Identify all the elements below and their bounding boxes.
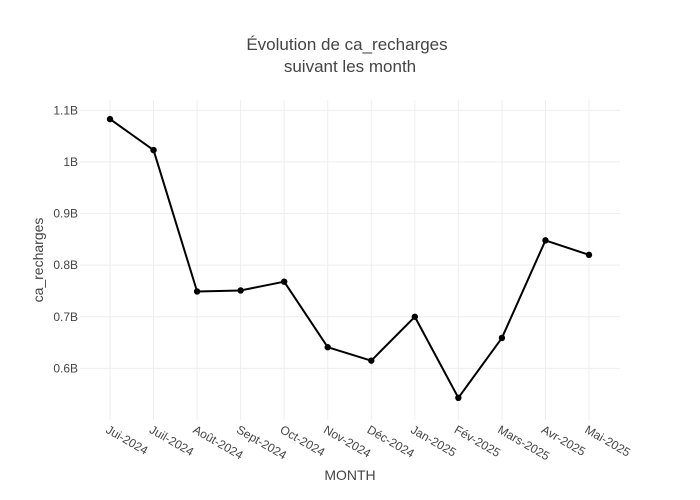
x-tick-label: Nov-2024: [321, 422, 373, 460]
y-axis-ticks: 0.6B 0.7B 0.8B 0.9B 1B 1.1B: [53, 103, 78, 375]
data-point: [368, 357, 375, 364]
data-point: [193, 288, 201, 295]
y-tick-label: 0.8B: [53, 258, 78, 272]
x-tick-label: Jan-2025: [408, 422, 459, 459]
chart-title-line-2: suivant les month: [284, 57, 416, 76]
data-point: [150, 146, 157, 154]
x-axis-title: MONTH: [324, 467, 375, 483]
series-line: [109, 118, 590, 399]
data-point: [455, 394, 462, 402]
x-tick-label: Jui-2024: [104, 422, 151, 457]
chart-title-line-1: Évolution de ca_recharges: [246, 35, 447, 54]
x-tick-label: Juil-2024: [147, 422, 196, 459]
data-point: [542, 237, 549, 244]
y-tick-label: 0.7B: [53, 310, 78, 324]
grid: [80, 100, 620, 420]
data-point: [237, 287, 244, 294]
x-axis-ticks: Jui-2024Juil-2024Août-2024Sept-2024Oct-2…: [104, 422, 634, 463]
y-tick-label: 0.9B: [53, 207, 78, 221]
data-point: [411, 313, 419, 320]
x-tick-label: Mai-2025: [583, 422, 634, 459]
y-tick-label: 1B: [63, 155, 78, 169]
data-point: [324, 344, 331, 351]
data-point: [498, 334, 506, 342]
data-point: [280, 278, 288, 285]
x-tick-label: Fév-2025: [452, 422, 503, 460]
x-tick-label: Déc-2024: [365, 422, 417, 460]
data-point: [585, 251, 593, 259]
y-axis-title: ca_recharges: [30, 218, 46, 303]
data-point: [106, 115, 114, 123]
series: [106, 115, 593, 402]
y-tick-label: 0.6B: [53, 361, 78, 375]
y-tick-label: 1.1B: [53, 103, 78, 117]
